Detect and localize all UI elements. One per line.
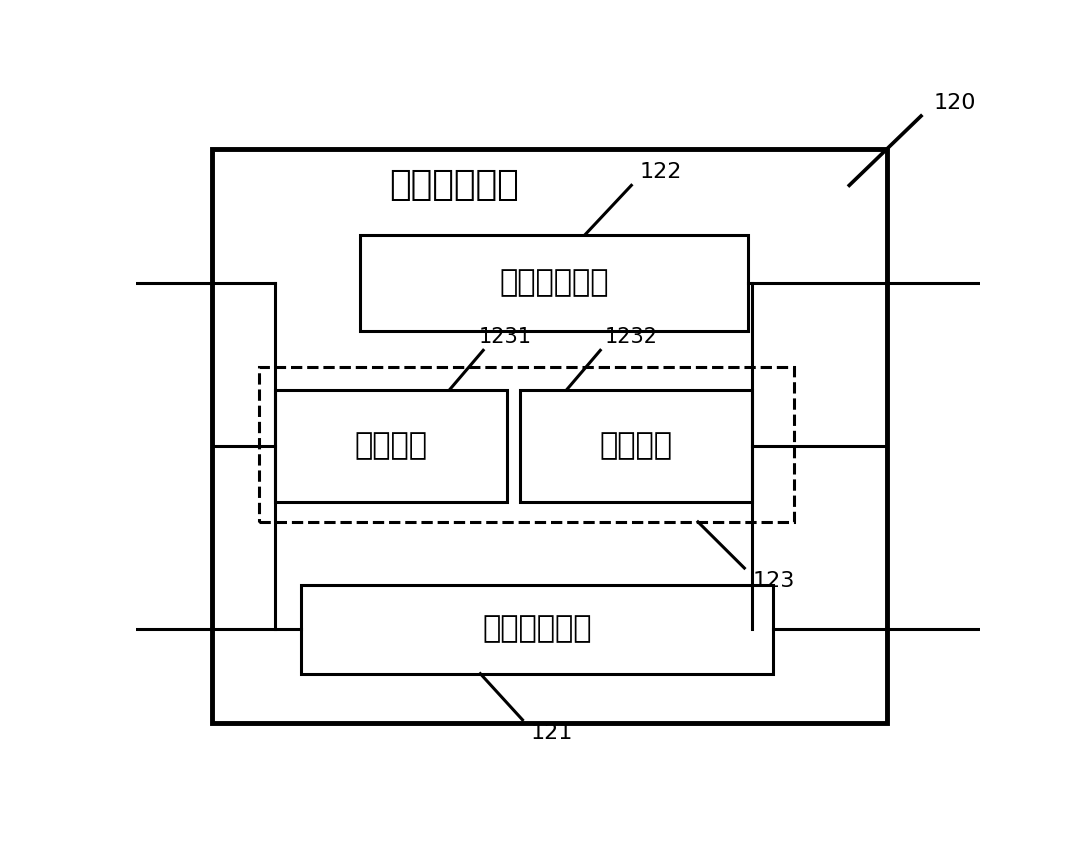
Text: 122: 122	[640, 162, 682, 182]
Text: 正极放电开关: 正极放电开关	[482, 614, 591, 644]
Text: 120: 120	[933, 93, 976, 113]
Bar	[258, 367, 795, 522]
Text: 123: 123	[752, 572, 795, 591]
Bar	[359, 235, 748, 331]
Text: 负极放电开关: 负极放电开关	[499, 268, 609, 297]
Bar	[521, 390, 752, 502]
Bar	[212, 149, 888, 723]
Text: 1232: 1232	[604, 327, 658, 347]
Bar	[301, 584, 773, 674]
Text: 1231: 1231	[479, 327, 533, 347]
Text: 121: 121	[531, 723, 573, 743]
Text: 预充电阻: 预充电阻	[600, 431, 673, 460]
Bar	[276, 390, 507, 502]
Text: 放电开关模块: 放电开关模块	[390, 168, 519, 202]
Text: 预充开关: 预充开关	[355, 431, 428, 460]
